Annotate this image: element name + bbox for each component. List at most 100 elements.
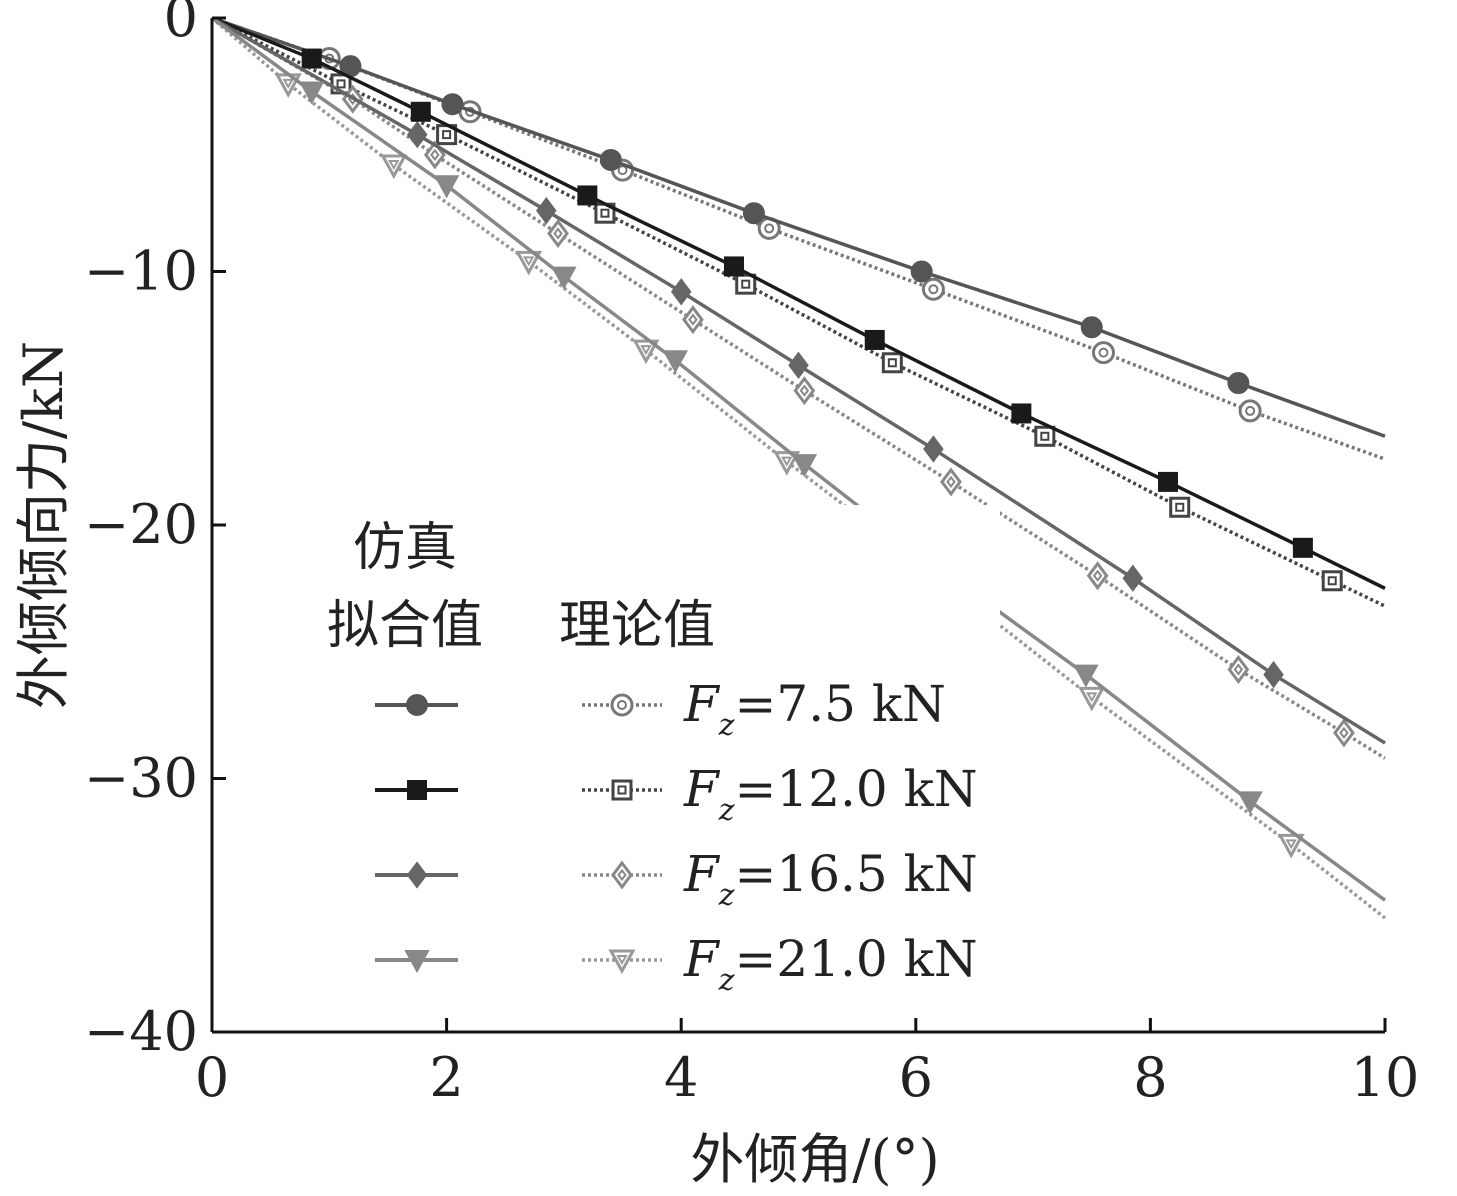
data-point-inner — [781, 456, 793, 467]
data-point — [1080, 316, 1103, 339]
data-point — [1122, 564, 1144, 592]
data-point — [433, 175, 460, 199]
data-point — [1157, 471, 1178, 492]
data-point — [923, 435, 944, 463]
legend-row: Fz=7.5 kN — [375, 675, 946, 743]
data-point-inner — [799, 384, 810, 397]
data-point — [791, 454, 818, 478]
data-point — [910, 260, 933, 283]
y-axis-label: 外倾倾向力/kN — [12, 341, 75, 709]
legend-background — [300, 505, 1000, 1000]
axes: 0 2 4 6 8 10 0 −10 −20 −30 −40 外倾角/(°) 外倾倾向力/kN — [12, 0, 1419, 1191]
legend-theory-marker-inner — [617, 700, 627, 710]
x-axis-label: 外倾角/(°) — [690, 1128, 939, 1191]
data-point-inner — [336, 79, 346, 89]
series-layer — [210, 16, 1387, 920]
data-point — [536, 196, 557, 225]
data-point — [742, 202, 765, 225]
data-point-inner — [1285, 839, 1297, 850]
series-5 — [211, 16, 1386, 760]
data-point-inner — [741, 279, 751, 289]
series-line-6 — [210, 16, 1387, 902]
data-point — [921, 277, 945, 301]
legend-row: Fz=16.5 kN — [375, 845, 978, 913]
legend-row: Fz=12.0 kN — [375, 760, 978, 828]
legend-label: Fz=7.5 kN — [683, 675, 946, 743]
data-point-inner — [946, 475, 956, 489]
data-point — [1169, 496, 1191, 518]
legend-theory-marker-inner — [616, 955, 628, 966]
data-point-inner — [388, 160, 400, 171]
x-tick-label: 0 — [195, 1046, 229, 1109]
legend-sim-marker — [404, 950, 430, 974]
legend-label: Fz=16.5 kN — [683, 845, 978, 913]
data-point — [881, 352, 903, 374]
data-point-inner — [282, 78, 294, 89]
data-point-inner — [1245, 405, 1256, 416]
legend-sim-marker — [406, 861, 428, 889]
legend-sim-marker — [406, 694, 428, 716]
x-tick-label: 2 — [429, 1046, 463, 1109]
data-point-inner — [442, 130, 452, 140]
series-line-5 — [211, 16, 1386, 760]
data-point-inner — [640, 345, 652, 356]
data-point — [547, 218, 569, 248]
data-point — [599, 148, 622, 171]
x-tick-label: 8 — [1133, 1046, 1167, 1109]
y-tick-label: −10 — [84, 240, 198, 303]
legend-theory-marker — [611, 779, 633, 801]
legend-theory-marker — [610, 693, 634, 717]
data-point — [1321, 570, 1343, 592]
y-tick-label: −20 — [84, 493, 198, 556]
x-tick-label: 4 — [664, 1046, 698, 1109]
series-4 — [211, 16, 1386, 745]
data-point — [864, 329, 885, 350]
data-point — [1333, 718, 1355, 748]
legend-sim-marker — [407, 780, 427, 800]
data-point — [1086, 561, 1109, 591]
data-point — [1011, 403, 1032, 424]
data-point-inner — [522, 256, 535, 267]
data-point — [1227, 372, 1250, 395]
series-line-2 — [211, 16, 1386, 590]
data-point — [577, 185, 598, 206]
data-point-inner — [600, 208, 610, 218]
data-point-inner — [1086, 692, 1098, 703]
data-point-inner — [1092, 569, 1103, 582]
data-point — [793, 376, 816, 406]
legend-group-header: 仿真 — [353, 518, 457, 578]
data-point — [662, 350, 689, 374]
data-point — [410, 101, 431, 122]
data-point-inner — [430, 148, 440, 162]
data-point — [299, 81, 325, 105]
data-point — [1237, 791, 1263, 815]
data-point-inner — [1040, 431, 1050, 441]
data-point-inner — [1233, 663, 1244, 676]
legend-sim-header: 拟合值 — [327, 596, 483, 656]
data-point — [1091, 341, 1115, 365]
data-point-inner — [688, 313, 698, 326]
data-point — [1263, 660, 1284, 689]
data-point — [940, 467, 962, 497]
legend-theory-marker-inner — [617, 868, 627, 882]
legend-theory-header: 理论值 — [559, 596, 715, 656]
data-point — [551, 266, 577, 290]
data-point — [735, 273, 757, 295]
legend-theory-marker-inner — [617, 785, 627, 795]
x-tick-label: 6 — [899, 1046, 933, 1109]
data-point — [1292, 537, 1313, 558]
y-tick-label: −40 — [84, 1000, 198, 1063]
data-point-inner — [928, 284, 939, 295]
data-point-inner — [1098, 347, 1109, 358]
data-point — [670, 278, 692, 306]
series-7 — [210, 16, 1387, 920]
series-line-3 — [211, 16, 1386, 608]
data-point — [723, 256, 744, 277]
data-point-inner — [1339, 726, 1349, 739]
data-point-inner — [764, 223, 775, 234]
data-point — [1073, 664, 1099, 688]
data-point — [441, 93, 464, 116]
legend-row: Fz=21.0 kN — [375, 930, 978, 998]
y-tick-label: −30 — [84, 747, 198, 810]
